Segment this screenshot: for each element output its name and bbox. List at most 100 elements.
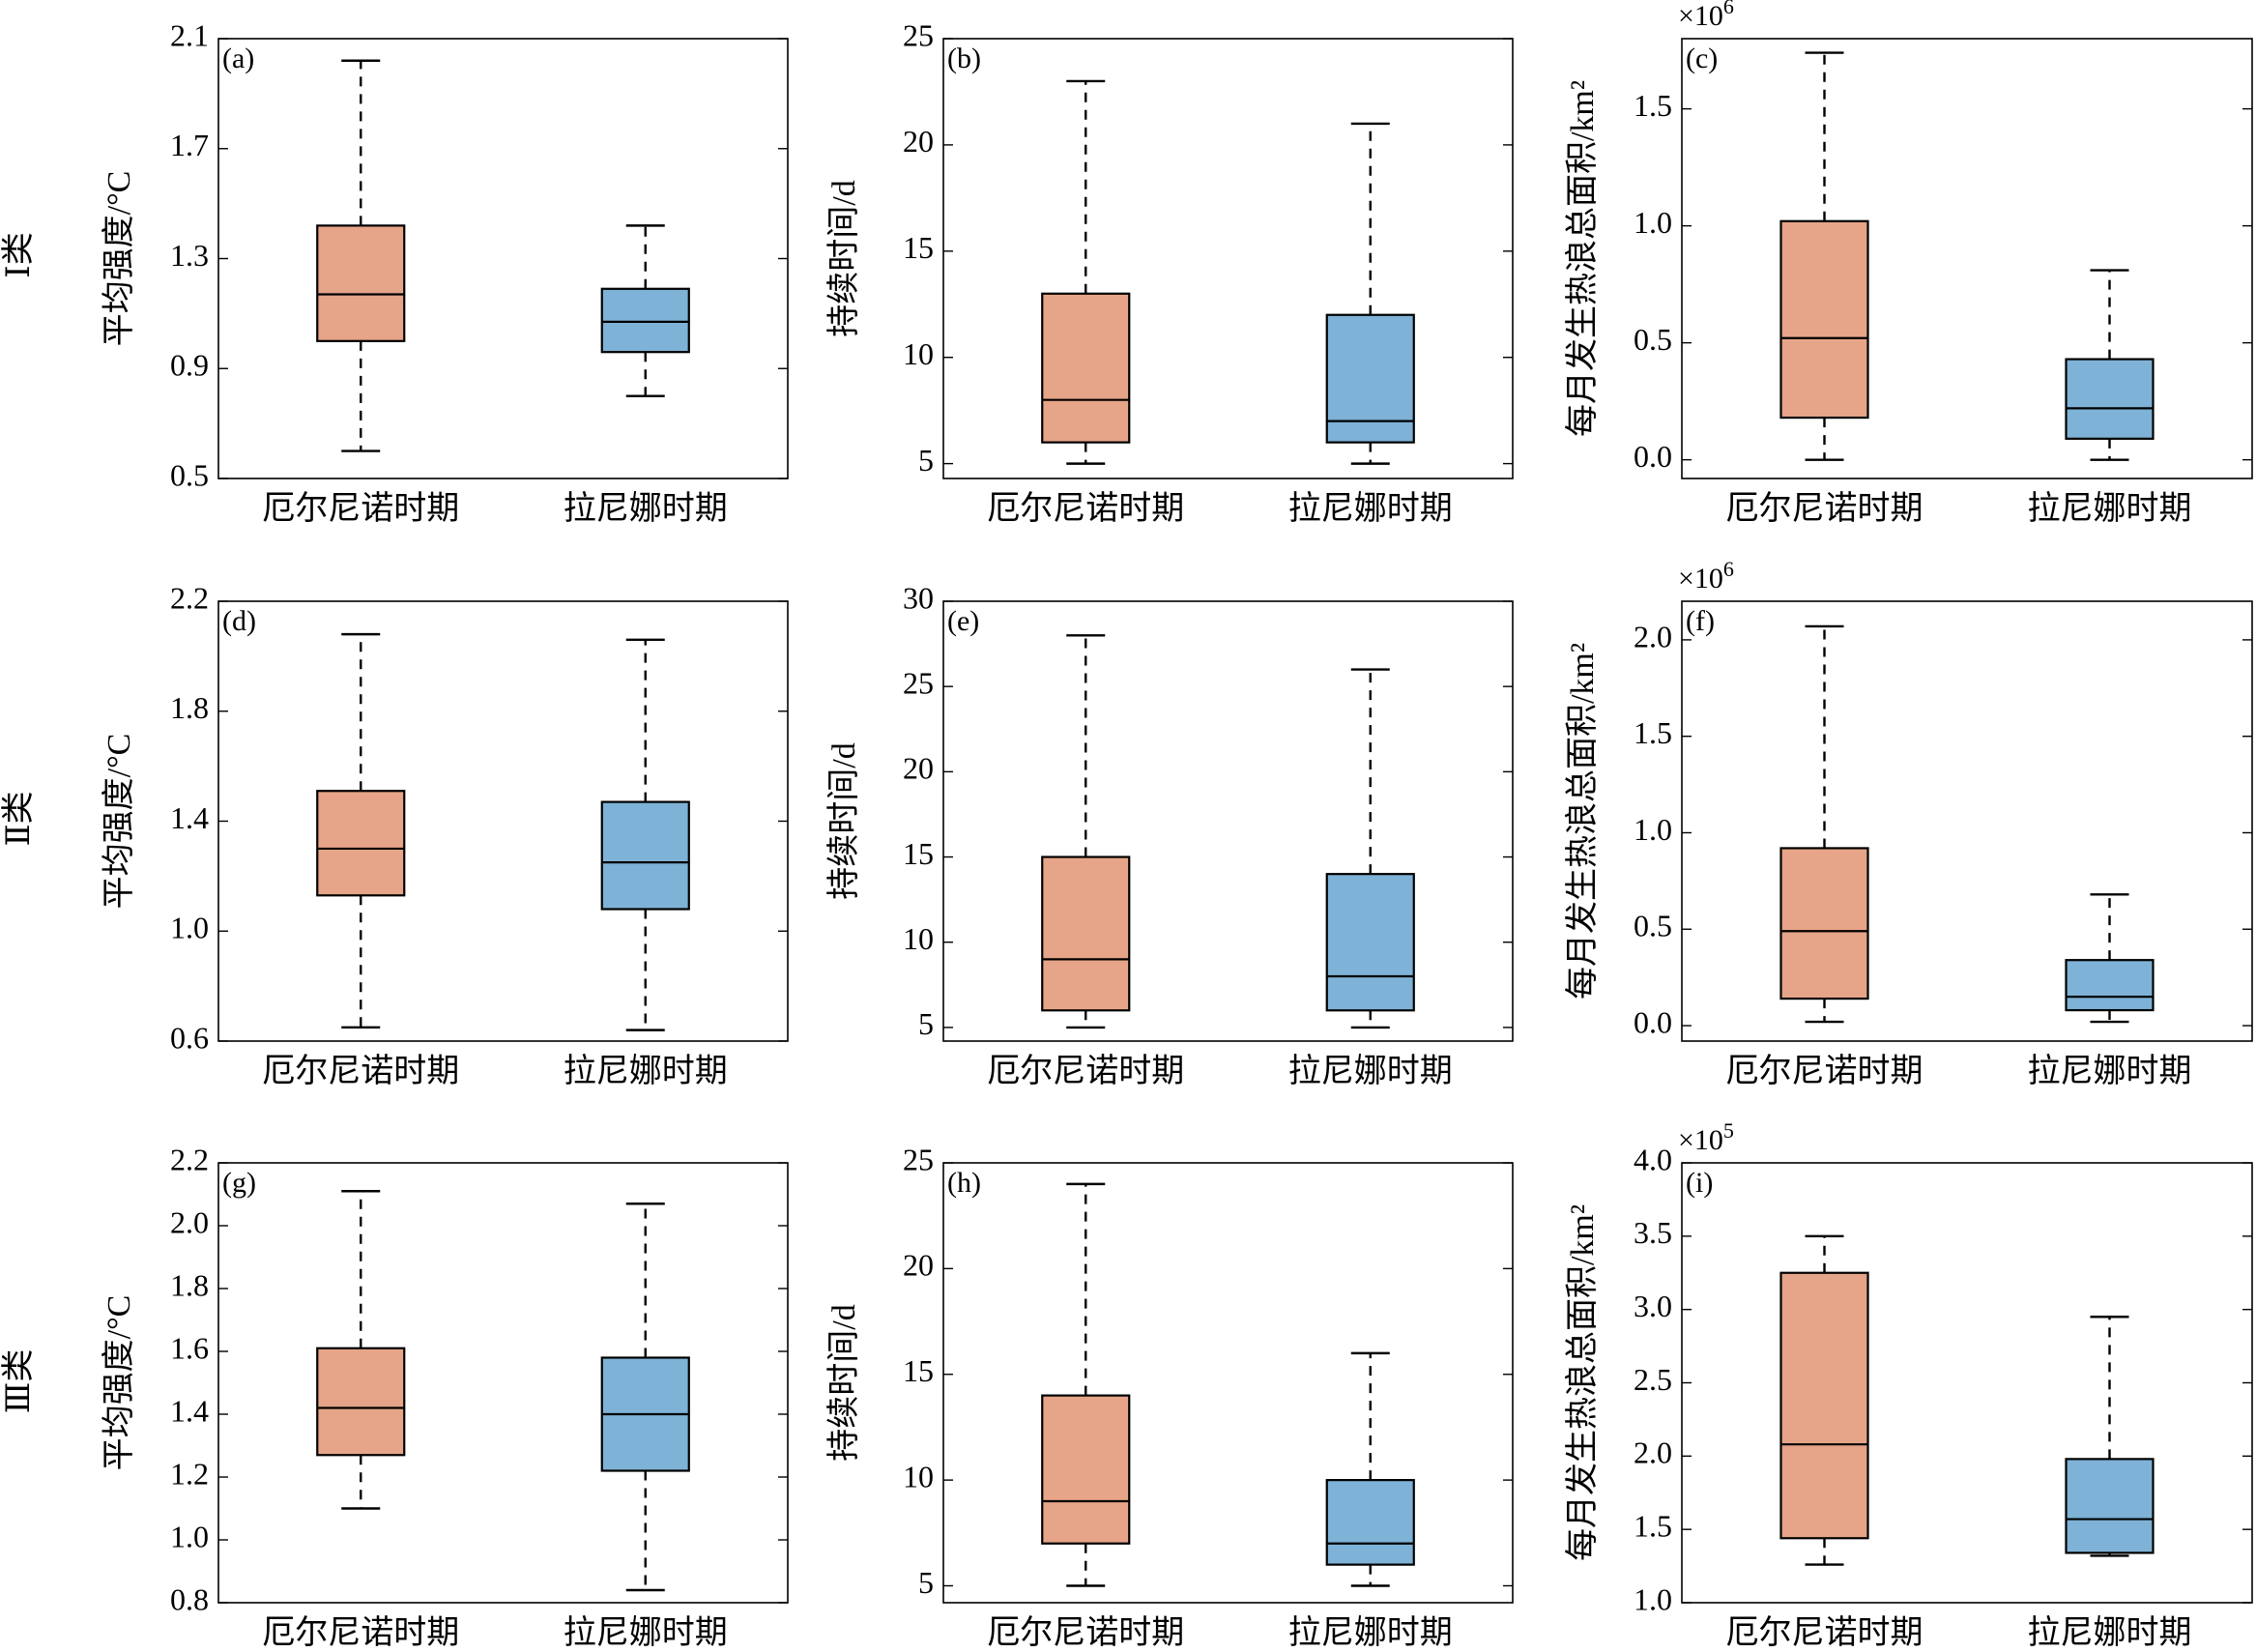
la-nina-box xyxy=(600,638,690,1031)
plot-frame xyxy=(217,38,789,479)
iqr-box xyxy=(1779,847,1869,1000)
y-tick-label: 5 xyxy=(918,1006,934,1041)
x-category-label: 拉尼娜时期 xyxy=(1288,1053,1453,1089)
la-nina-box xyxy=(2065,1316,2155,1557)
y-tick-label: 2.5 xyxy=(1634,1362,1672,1397)
iqr-box xyxy=(1325,1479,1415,1566)
chart-panel: 5 10 15 20 25 30 持续时间/d (e) 厄尔尼诺时期 拉尼娜时期 xyxy=(825,580,1514,1089)
chart-panel: 1.0 1.5 2.0 2.5 3.0 3.5 4.0 每月发生热浪总面积/km² ×105 (i… xyxy=(1564,1118,2253,1651)
y-tick-label: 1.7 xyxy=(170,128,209,162)
la-nina-box xyxy=(600,224,690,397)
iqr-box xyxy=(1779,219,1869,420)
y-tick-label: 25 xyxy=(903,1142,934,1176)
y-tick-label: 1.4 xyxy=(170,800,209,835)
iqr-box xyxy=(1041,855,1131,1012)
el-nino-box xyxy=(1041,79,1131,465)
y-tick-label: 0.5 xyxy=(170,457,209,492)
x-category-label: 厄尔尼诺时期 xyxy=(262,1614,459,1651)
y-tick-label: 1.0 xyxy=(1634,812,1672,847)
plot-frame xyxy=(217,1162,789,1604)
chart-panel: 5 10 15 20 25 持续时间/d (b) 厄尔尼诺时期 拉尼娜时期 xyxy=(825,17,1514,527)
y-tick-label: 1.5 xyxy=(1634,1509,1672,1544)
panel-letter: (c) xyxy=(1686,43,1718,74)
row-label: Ⅱ类 xyxy=(0,791,37,846)
la-nina-box xyxy=(2065,269,2155,461)
iqr-box xyxy=(2065,959,2155,1012)
y-tick-label: 2.2 xyxy=(170,1142,209,1176)
la-nina-box xyxy=(600,1203,690,1592)
y-tick-label: 10 xyxy=(903,336,934,371)
x-category-label: 拉尼娜时期 xyxy=(1288,490,1453,527)
la-nina-box xyxy=(2065,893,2155,1024)
exponent-base: ×10 xyxy=(1678,563,1723,594)
y-tick-label: 1.0 xyxy=(170,1519,209,1553)
y-tick-label: 0.6 xyxy=(170,1020,209,1055)
iqr-box xyxy=(1041,1394,1131,1545)
chart-panel: 5 10 15 20 25 持续时间/d (h) 厄尔尼诺时期 拉尼娜时期 xyxy=(825,1142,1514,1651)
y-tick-label: 10 xyxy=(903,921,934,956)
x-category-label: 厄尔尼诺时期 xyxy=(1726,1053,1923,1089)
plot-frame xyxy=(1681,1162,2253,1604)
y-tick-label: 3.0 xyxy=(1634,1289,1672,1323)
y-tick-label: 15 xyxy=(903,230,934,265)
iqr-box xyxy=(316,790,406,897)
chart-panel: 0.5 0.9 1.3 1.7 2.1 平均强度/°C (a) 厄尔尼诺时期 拉尼娜时期 xyxy=(101,17,789,527)
y-axis-label: 持续时间/d xyxy=(825,1304,862,1461)
iqr-box xyxy=(2065,358,2155,440)
plot-frame xyxy=(1681,38,2253,479)
y-exponent: ×105 xyxy=(1678,1118,1734,1156)
el-nino-box xyxy=(1779,1234,1869,1566)
y-tick-label: 0.0 xyxy=(1634,1004,1672,1039)
chart-panel: 0.8 1.0 1.2 1.4 1.6 1.8 2.0 2.2 平均强度/°C (g) 厄尔尼诺时期… xyxy=(101,1142,789,1651)
y-tick-label: 1.0 xyxy=(1634,205,1672,240)
iqr-box xyxy=(1325,313,1415,444)
y-tick-label: 5 xyxy=(918,1565,934,1600)
y-tick-label: 0.0 xyxy=(1634,439,1672,474)
panel-letter: (a) xyxy=(222,43,254,74)
y-axis-label: 每月发生热浪总面积/km² xyxy=(1564,1204,1601,1561)
y-tick-label: 1.8 xyxy=(170,1267,209,1302)
x-category-label: 拉尼娜时期 xyxy=(564,1053,728,1089)
x-category-label: 拉尼娜时期 xyxy=(1288,1614,1453,1651)
y-tick-label: 20 xyxy=(903,1248,934,1283)
x-category-label: 厄尔尼诺时期 xyxy=(987,490,1184,527)
y-tick-label: 20 xyxy=(903,124,934,159)
y-axis-label: 持续时间/d xyxy=(825,742,862,899)
plot-frame xyxy=(942,38,1514,479)
iqr-box xyxy=(600,800,690,911)
la-nina-box xyxy=(1325,122,1415,465)
x-category-label: 厄尔尼诺时期 xyxy=(1726,1614,1923,1651)
y-axis-label: 每月发生热浪总面积/km² xyxy=(1564,80,1601,437)
chart-panel: 0.6 1.0 1.4 1.8 2.2 平均强度/°C (d) 厄尔尼诺时期 拉尼娜时期 xyxy=(101,580,789,1089)
plot-frame xyxy=(1681,600,2253,1042)
panel-letter: (g) xyxy=(222,1167,256,1199)
iqr-box xyxy=(2065,1458,2155,1554)
x-category-label: 厄尔尼诺时期 xyxy=(262,1053,459,1089)
y-tick-label: 0.5 xyxy=(1634,909,1672,943)
y-tick-label: 30 xyxy=(903,580,934,615)
y-tick-label: 20 xyxy=(903,751,934,786)
panel-letter: (i) xyxy=(1686,1167,1713,1199)
y-tick-label: 2.0 xyxy=(170,1204,209,1239)
la-nina-box xyxy=(1325,668,1415,1029)
panel-letter: (b) xyxy=(947,43,981,74)
x-category-label: 拉尼娜时期 xyxy=(2028,1053,2192,1089)
y-tick-label: 0.9 xyxy=(170,348,209,383)
y-tick-label: 2.0 xyxy=(1634,619,1672,653)
row-labels: Ⅰ类 Ⅱ类 Ⅲ类 xyxy=(0,232,37,1413)
y-tick-label: 1.6 xyxy=(170,1330,209,1365)
plot-frame xyxy=(942,600,1514,1042)
row-label: Ⅰ类 xyxy=(0,232,37,277)
x-category-label: 拉尼娜时期 xyxy=(564,490,728,527)
y-tick-label: 5 xyxy=(918,443,934,478)
y-tick-label: 15 xyxy=(903,836,934,871)
y-tick-label: 1.0 xyxy=(170,911,209,945)
y-axis-label: 平均强度/°C xyxy=(101,734,137,910)
x-category-label: 拉尼娜时期 xyxy=(2028,1614,2192,1651)
y-tick-label: 1.5 xyxy=(1634,88,1672,123)
exponent-power: 6 xyxy=(1723,0,1734,18)
exponent-power: 6 xyxy=(1723,557,1734,581)
y-tick-label: 2.1 xyxy=(170,17,209,52)
